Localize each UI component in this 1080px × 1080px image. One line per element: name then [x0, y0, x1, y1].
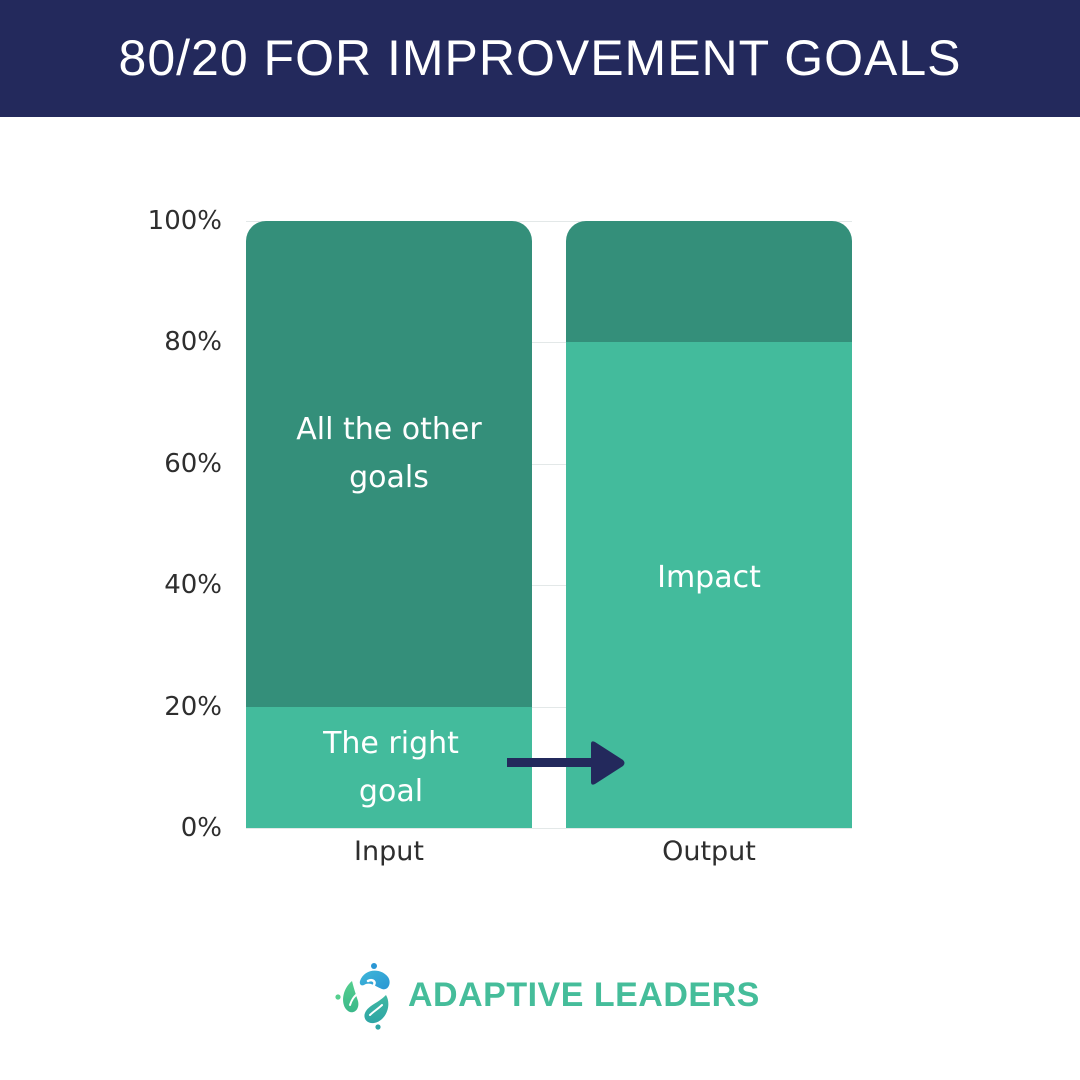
x-tick-output: Output	[662, 836, 756, 867]
y-tick-0: 0%	[180, 813, 222, 843]
page-title: 80/20 FOR IMPROVEMENT GOALS	[118, 29, 962, 86]
segment-label-impact: Impact	[657, 560, 761, 595]
bar-input-segment-other-goals: All the other goals	[246, 221, 532, 707]
segment-label-other-goals: All the other goals	[296, 412, 482, 495]
gridline-0	[246, 828, 852, 829]
y-tick-40: 40%	[164, 570, 222, 600]
y-tick-80: 80%	[164, 327, 222, 357]
gridline-20	[246, 707, 852, 708]
bar-input-segment-right-goal: The right goal	[246, 707, 532, 828]
brand-logo: ADAPTIVE LEADERS	[330, 960, 760, 1030]
brand-name: ADAPTIVE LEADERS	[408, 975, 760, 1014]
bar-output: Impact	[566, 221, 852, 828]
y-tick-60: 60%	[164, 449, 222, 479]
gridline-40	[246, 585, 852, 586]
bar-output-segment-top	[566, 221, 852, 342]
gridline-100	[246, 221, 852, 222]
gridline-60	[246, 464, 852, 465]
segment-label-right-goal: The right goal	[323, 725, 459, 809]
bar-output-segment-impact: Impact	[566, 342, 852, 828]
adaptive-leaders-logo-icon	[335, 963, 390, 1030]
bar-input: All the other goals The right goal	[246, 221, 532, 828]
y-tick-20: 20%	[164, 692, 222, 722]
gridline-80	[246, 342, 852, 343]
y-tick-100: 100%	[147, 206, 222, 236]
arrow-right-icon	[507, 741, 625, 785]
x-tick-input: Input	[354, 836, 424, 867]
header-banner: 80/20 FOR IMPROVEMENT GOALS	[0, 0, 1080, 117]
